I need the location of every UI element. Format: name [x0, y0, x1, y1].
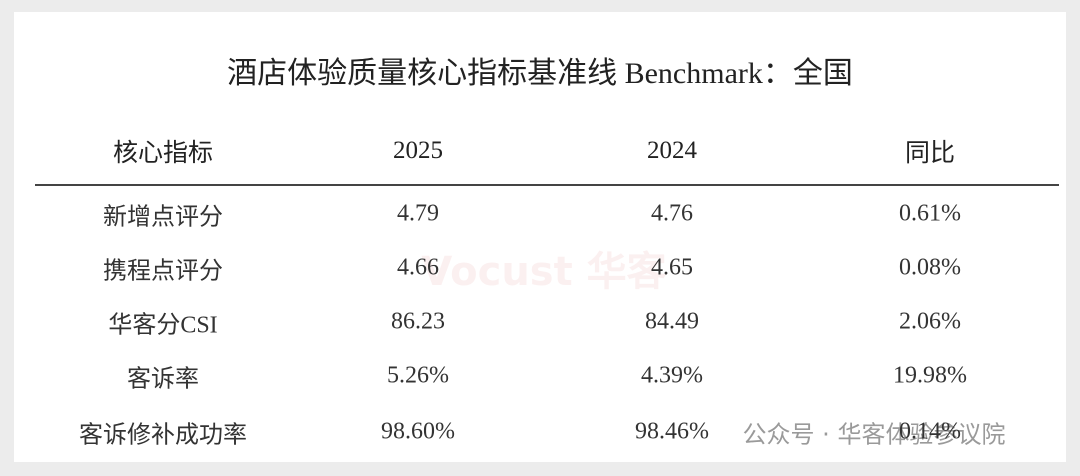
- table-title: 酒店体验质量核心指标基准线 Benchmark：全国: [227, 57, 853, 90]
- table-cell: 4.39%: [641, 362, 703, 389]
- header-rule: [35, 184, 1059, 186]
- table-cell: 19.98%: [893, 362, 967, 389]
- table-cell: 4.76: [651, 200, 693, 227]
- table-cell: 84.49: [645, 308, 699, 335]
- column-header: 核心指标: [112, 140, 214, 167]
- table-cell: 0.08%: [899, 254, 961, 281]
- table-cell: 华客分CSI: [108, 312, 218, 339]
- table-cell: 4.79: [397, 200, 439, 227]
- table-cell: 98.46%: [635, 418, 709, 445]
- table-cell: 2.06%: [899, 308, 961, 335]
- column-header: 2024: [647, 137, 697, 164]
- table-cell: 0.14%: [899, 418, 961, 445]
- table-card: 酒店体验质量核心指标基准线 Benchmark：全国 Vocust 华客 公众号…: [14, 12, 1066, 462]
- column-header: 2025: [393, 137, 443, 164]
- table-cell: 4.66: [397, 254, 439, 281]
- table-cell: 新增点评分: [103, 204, 223, 231]
- column-header: 同比: [904, 140, 956, 167]
- table-cell: 4.65: [651, 254, 693, 281]
- table-cell: 86.23: [391, 308, 445, 335]
- table-cell: 98.60%: [381, 418, 455, 445]
- table-cell: 携程点评分: [103, 258, 223, 285]
- table-cell: 客诉修补成功率: [79, 422, 247, 449]
- footer-watermark: 公众号 · 华客体验参议院: [742, 420, 1006, 449]
- watermark: Vocust 华客: [421, 249, 667, 295]
- table-cell: 客诉率: [127, 366, 199, 393]
- table-cell: 0.61%: [899, 200, 961, 227]
- table-cell: 5.26%: [387, 362, 449, 389]
